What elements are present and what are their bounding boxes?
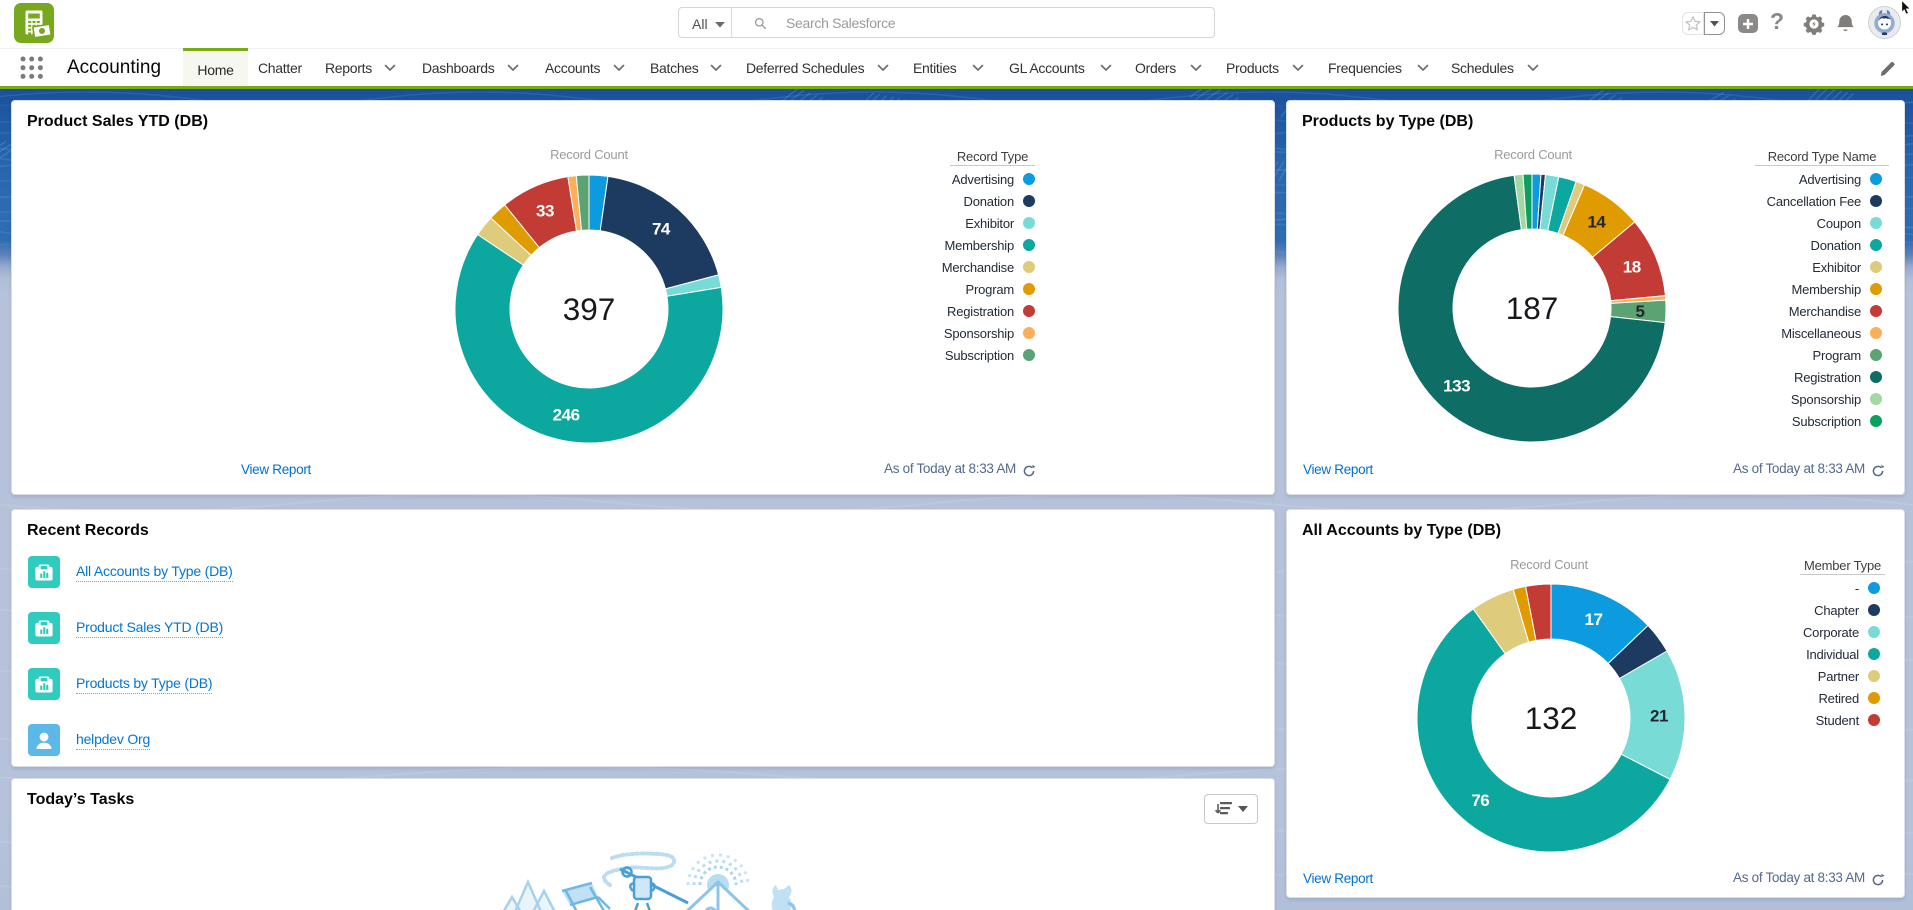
svg-text:397: 397 <box>563 291 616 327</box>
svg-text:133: 133 <box>1443 377 1470 396</box>
svg-text:246: 246 <box>553 406 580 425</box>
svg-text:5: 5 <box>1636 302 1645 321</box>
svg-text:17: 17 <box>1585 610 1603 629</box>
svg-text:21: 21 <box>1650 707 1668 726</box>
svg-text:33: 33 <box>536 202 554 221</box>
svg-text:18: 18 <box>1623 258 1641 277</box>
svg-text:132: 132 <box>1525 700 1578 736</box>
svg-text:76: 76 <box>1471 791 1489 810</box>
svg-text:14: 14 <box>1587 213 1606 232</box>
svg-text:74: 74 <box>652 220 671 239</box>
svg-text:187: 187 <box>1506 290 1559 326</box>
